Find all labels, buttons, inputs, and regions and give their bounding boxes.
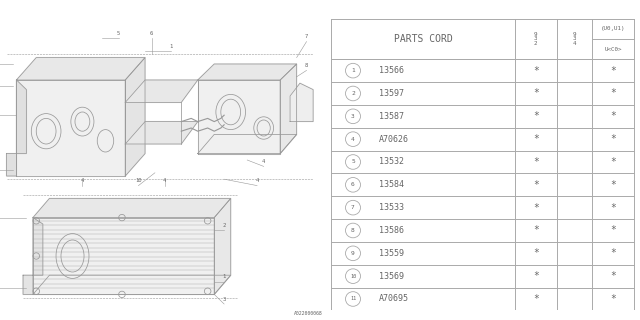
- Text: *: *: [610, 203, 616, 213]
- Text: *: *: [610, 271, 616, 281]
- Text: 6: 6: [150, 31, 153, 36]
- Text: *: *: [533, 203, 539, 213]
- Text: 11: 11: [350, 297, 356, 301]
- Text: 9
3
4: 9 3 4: [573, 32, 576, 46]
- Polygon shape: [198, 80, 280, 154]
- Text: *: *: [610, 248, 616, 258]
- Polygon shape: [280, 64, 297, 154]
- Polygon shape: [198, 134, 297, 154]
- Polygon shape: [17, 80, 125, 176]
- Text: *: *: [533, 111, 539, 121]
- Text: 7: 7: [305, 34, 308, 39]
- Text: 13587: 13587: [380, 112, 404, 121]
- Text: *: *: [533, 134, 539, 144]
- Text: 1: 1: [223, 274, 226, 279]
- Text: U<C0>: U<C0>: [604, 47, 621, 52]
- Text: 1: 1: [170, 44, 173, 49]
- Text: 13597: 13597: [380, 89, 404, 98]
- Text: *: *: [610, 157, 616, 167]
- Polygon shape: [17, 58, 145, 80]
- Text: 4: 4: [81, 178, 84, 183]
- Text: 13586: 13586: [380, 226, 404, 235]
- Text: *: *: [533, 180, 539, 190]
- Text: 10: 10: [135, 178, 141, 183]
- Text: 8: 8: [351, 228, 355, 233]
- Text: 8: 8: [305, 63, 308, 68]
- Text: PARTS CORD: PARTS CORD: [394, 34, 452, 44]
- Text: A70695: A70695: [380, 294, 409, 303]
- Polygon shape: [290, 83, 313, 122]
- Polygon shape: [198, 64, 297, 80]
- Text: 3: 3: [223, 297, 226, 302]
- Text: *: *: [533, 271, 539, 281]
- Text: 10: 10: [350, 274, 356, 279]
- Polygon shape: [6, 80, 26, 176]
- Text: *: *: [610, 226, 616, 236]
- Text: 13569: 13569: [380, 272, 404, 281]
- Text: 9
3
2: 9 3 2: [534, 32, 538, 46]
- Text: *: *: [533, 248, 539, 258]
- Text: *: *: [533, 157, 539, 167]
- Text: 4: 4: [255, 178, 259, 183]
- Text: *: *: [610, 66, 616, 76]
- Text: *: *: [533, 294, 539, 304]
- Text: 6: 6: [351, 182, 355, 187]
- Text: 5: 5: [351, 159, 355, 164]
- Text: 4: 4: [262, 159, 266, 164]
- Text: *: *: [610, 180, 616, 190]
- Text: 2: 2: [351, 91, 355, 96]
- Text: 9: 9: [351, 251, 355, 256]
- Text: *: *: [610, 294, 616, 304]
- Polygon shape: [33, 275, 231, 294]
- Text: *: *: [533, 89, 539, 99]
- Text: 5: 5: [117, 31, 120, 36]
- Text: 1: 1: [351, 68, 355, 73]
- Text: *: *: [610, 111, 616, 121]
- Text: 13533: 13533: [380, 203, 404, 212]
- Text: (U0,U1): (U0,U1): [601, 26, 625, 31]
- Text: *: *: [533, 226, 539, 236]
- Text: *: *: [610, 134, 616, 144]
- Text: A70626: A70626: [380, 135, 409, 144]
- Text: 13566: 13566: [380, 66, 404, 75]
- Polygon shape: [214, 198, 231, 294]
- Text: 7: 7: [351, 205, 355, 210]
- Text: 4: 4: [351, 137, 355, 142]
- Text: 3: 3: [351, 114, 355, 119]
- Text: 13584: 13584: [380, 180, 404, 189]
- Polygon shape: [125, 122, 198, 144]
- Text: 13559: 13559: [380, 249, 404, 258]
- Text: 4: 4: [163, 178, 166, 183]
- Polygon shape: [125, 80, 198, 102]
- Text: 13532: 13532: [380, 157, 404, 166]
- Polygon shape: [33, 198, 231, 218]
- Text: *: *: [610, 89, 616, 99]
- Polygon shape: [125, 58, 145, 176]
- Text: A022000068: A022000068: [294, 311, 323, 316]
- Text: *: *: [533, 66, 539, 76]
- Polygon shape: [33, 218, 214, 294]
- Polygon shape: [23, 218, 43, 294]
- Text: 2: 2: [223, 223, 226, 228]
